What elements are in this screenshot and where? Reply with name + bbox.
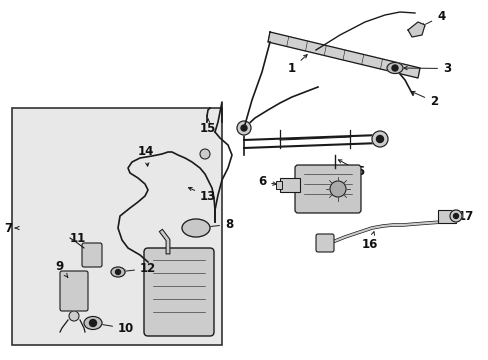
FancyBboxPatch shape — [315, 234, 333, 252]
Text: 12: 12 — [122, 262, 156, 275]
Circle shape — [371, 131, 387, 147]
Bar — [12, 108, 222, 345]
FancyBboxPatch shape — [143, 248, 214, 336]
Ellipse shape — [111, 267, 125, 277]
Circle shape — [237, 121, 250, 135]
Text: 17: 17 — [441, 210, 473, 223]
Text: 13: 13 — [188, 188, 216, 203]
FancyBboxPatch shape — [60, 271, 88, 311]
Circle shape — [69, 311, 79, 321]
Bar — [275, 181, 282, 189]
Bar — [280, 178, 299, 192]
FancyBboxPatch shape — [82, 243, 102, 267]
Text: 15: 15 — [200, 119, 216, 135]
Text: 11: 11 — [70, 232, 88, 250]
Text: 14: 14 — [138, 145, 154, 166]
Circle shape — [241, 125, 246, 131]
Circle shape — [89, 320, 96, 327]
Circle shape — [329, 181, 346, 197]
Text: 5: 5 — [338, 160, 364, 178]
Text: 1: 1 — [287, 55, 306, 75]
Circle shape — [115, 270, 120, 274]
Text: 10: 10 — [97, 322, 134, 335]
Circle shape — [452, 213, 458, 219]
Text: 8: 8 — [200, 218, 233, 231]
Text: 2: 2 — [411, 91, 437, 108]
Text: 9: 9 — [55, 260, 68, 277]
Polygon shape — [407, 22, 424, 37]
Text: 16: 16 — [361, 232, 378, 251]
Circle shape — [391, 65, 397, 71]
Ellipse shape — [386, 63, 402, 73]
Ellipse shape — [182, 219, 209, 237]
Text: 6: 6 — [258, 175, 276, 188]
Bar — [437, 210, 455, 223]
Polygon shape — [267, 32, 419, 78]
Ellipse shape — [84, 316, 102, 329]
Text: 4: 4 — [421, 10, 445, 26]
FancyBboxPatch shape — [294, 165, 360, 213]
Circle shape — [200, 149, 209, 159]
Text: 7: 7 — [4, 221, 12, 234]
Circle shape — [449, 210, 461, 222]
Text: 3: 3 — [403, 62, 450, 75]
Circle shape — [376, 135, 383, 143]
